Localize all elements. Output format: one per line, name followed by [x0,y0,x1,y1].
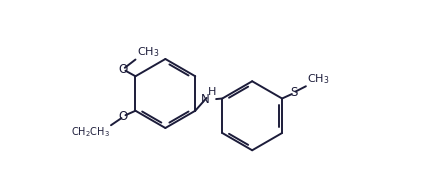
Text: N: N [201,93,210,106]
Text: S: S [290,86,298,99]
Text: O: O [119,110,128,123]
Text: H: H [208,87,216,97]
Text: CH$_2$CH$_3$: CH$_2$CH$_3$ [71,126,110,140]
Text: CH$_3$: CH$_3$ [137,45,159,59]
Text: O: O [119,63,128,76]
Text: CH$_3$: CH$_3$ [306,72,329,86]
